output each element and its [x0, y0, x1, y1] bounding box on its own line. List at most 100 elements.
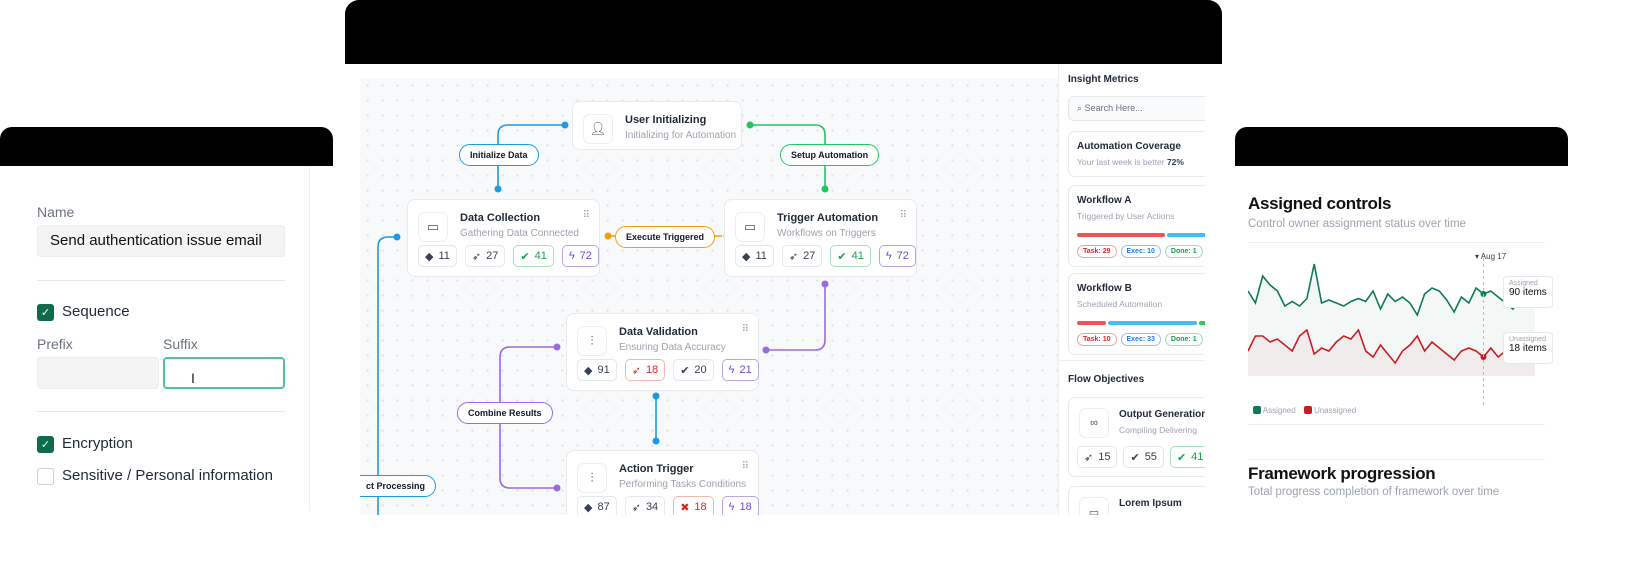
series-area-0	[1248, 264, 1535, 376]
assigned-controls-chart[interactable]	[1248, 246, 1545, 406]
legend-label: Assigned	[1262, 406, 1296, 415]
rocket-icon: ➶	[471, 250, 482, 263]
chip-value: 72	[896, 250, 909, 262]
insight-metrics-title: Insight Metrics	[1068, 74, 1139, 85]
series-line-assigned	[1248, 263, 1536, 317]
chip-check: ✔ 41	[830, 245, 871, 267]
divider	[1059, 360, 1205, 361]
rocket-icon: ➶	[631, 364, 641, 377]
workflow-b-card[interactable]: Workflow B Scheduled Automation Task: 10…	[1068, 273, 1205, 355]
drag-handle-icon[interactable]: ⠿	[899, 210, 907, 221]
insight-sidebar: Insight Metrics ⌕ Search Here... Automat…	[1058, 64, 1205, 515]
bolt-icon: ϟ	[728, 501, 735, 513]
check-circle-icon: ✔	[520, 250, 530, 263]
rocket-icon: ➶	[788, 250, 799, 263]
node-title: User Initializing	[625, 114, 707, 126]
drag-handle-icon[interactable]: ⠿	[741, 324, 749, 335]
search-placeholder: Search Here...	[1084, 103, 1143, 113]
suffix-label: Suffix	[163, 336, 198, 352]
sequence-label: Sequence	[62, 303, 130, 320]
chip-value: 87	[597, 501, 610, 513]
tooltip-label: Unassigned	[1509, 336, 1546, 343]
chart-subtitle: Control owner assignment status over tim…	[1248, 218, 1466, 230]
edge-validation	[766, 284, 826, 351]
suffix-input[interactable]	[163, 357, 285, 389]
tree-icon: ⫶	[577, 463, 607, 493]
edge-label-processing[interactable]: ct Processing	[360, 475, 437, 497]
check-circle-icon: ✔	[680, 364, 690, 377]
chip-cube: ◆ 11	[735, 245, 774, 267]
framework-subtitle: Total progress completion of framework o…	[1248, 486, 1500, 498]
edge-label-setup-automation[interactable]: Setup Automation	[780, 144, 880, 166]
workflow-a-card[interactable]: Workflow A Triggered by User Actions Tas…	[1068, 185, 1205, 267]
node-trigger-automation[interactable]: ▭ Trigger Automation Workflows on Trigge…	[724, 199, 917, 277]
card-title: Automation Coverage	[1077, 141, 1181, 152]
series-area-1	[1248, 330, 1535, 376]
drag-handle-icon[interactable]: ⠿	[741, 461, 749, 472]
legend-assigned[interactable]: Assigned	[1253, 406, 1296, 415]
tooltip-assigned: Assigned 90 items	[1503, 276, 1553, 308]
edge-label-execute-triggered[interactable]: Execute Triggered	[615, 226, 716, 248]
divider	[1248, 242, 1545, 243]
chip-value: 11	[755, 250, 767, 262]
tree-icon: ⫶	[577, 326, 607, 356]
divider	[1248, 424, 1545, 425]
card-title: Workflow A	[1077, 195, 1132, 206]
encryption-checkbox[interactable]: ✓	[37, 436, 54, 453]
card-title: Workflow B	[1077, 283, 1132, 294]
node-data-collection[interactable]: ▭ Data Collection Gathering Data Connect…	[407, 199, 600, 277]
prefix-input[interactable]	[37, 357, 159, 389]
search-icon: ⌕	[1077, 103, 1083, 113]
tooltip-value: 18 items	[1509, 343, 1547, 354]
cube-icon: ◆	[584, 501, 593, 514]
card-subtitle: Triggered by User Actions	[1077, 211, 1175, 221]
check-circle-icon: ✔	[837, 250, 847, 263]
node-subtitle: Ensuring Data Accuracy	[619, 342, 726, 353]
card-subtitle: Your last week is better	[1077, 157, 1165, 167]
chart-title: Assigned controls	[1248, 194, 1392, 213]
node-user-initializing[interactable]: 👤︎ User Initializing Initializing for Au…	[572, 101, 742, 150]
window-title-bar-center	[345, 0, 1222, 64]
edge-label-combine-results[interactable]: Combine Results	[457, 402, 553, 424]
task-tag: Task: 29	[1077, 245, 1117, 258]
legend-unassigned[interactable]: Unassigned	[1303, 406, 1357, 415]
link-icon: ∞	[1079, 408, 1109, 438]
search-input[interactable]: ⌕ Search Here...	[1068, 96, 1205, 121]
node-subtitle: Initializing for Automation	[625, 130, 737, 141]
edge-processing	[377, 236, 397, 515]
lorem-ipsum-card[interactable]: ▭ Lorem Ipsum	[1068, 486, 1205, 515]
chip-cube: ◆ 87	[577, 496, 617, 515]
flow-canvas[interactable]: Initialize Data Setup Automation Execute…	[360, 78, 1058, 515]
assigned-controls-panel: Assigned controls Control owner assignme…	[1235, 166, 1553, 516]
error-circle-icon: ✖	[680, 501, 690, 514]
edge-label-initialize-data[interactable]: Initialize Data	[459, 144, 539, 166]
chip-value: 27	[803, 250, 816, 262]
drag-handle-icon[interactable]: ⠿	[582, 210, 590, 221]
output-generation-card[interactable]: ∞ Output Generation Compiling Delivering…	[1068, 397, 1205, 477]
chip-value: 20	[694, 364, 707, 376]
sequence-checkbox[interactable]: ✓	[37, 304, 54, 321]
automation-coverage-card[interactable]: Automation Coverage Your last week is be…	[1068, 131, 1205, 177]
exec-tag: Exec: 33	[1120, 333, 1161, 346]
node-action-trigger[interactable]: ⫶ Action Trigger Performing Tasks Condit…	[566, 450, 759, 515]
workflow-a-progress	[1077, 233, 1205, 237]
legend-label: Unassigned	[1313, 406, 1357, 415]
chip-rocket: ➶ 34	[624, 496, 666, 515]
card-title: Output Generation	[1119, 409, 1205, 420]
chip-check: ✔ 41	[513, 245, 554, 267]
bolt-icon: ϟ	[568, 250, 575, 262]
marker-date: Aug 17	[1480, 252, 1507, 261]
framework-title: Framework progression	[1248, 464, 1436, 483]
rocket-icon: ➶	[631, 501, 641, 514]
chip-value: 41	[1191, 451, 1204, 463]
chart-legend: Assigned Unassigned	[1253, 406, 1356, 415]
node-title: Action Trigger	[619, 463, 694, 475]
chip-value: 55	[1144, 451, 1157, 463]
tooltip-label: Assigned	[1509, 280, 1538, 287]
card-title: Lorem Ipsum	[1119, 498, 1182, 509]
name-input[interactable]: Send authentication issue email	[37, 225, 285, 257]
bolt-icon: ϟ	[728, 364, 735, 376]
sensitive-checkbox[interactable]	[37, 468, 54, 485]
cube-icon: ◆	[425, 250, 434, 263]
node-data-validation[interactable]: ⫶ Data Validation Ensuring Data Accuracy…	[566, 313, 759, 391]
